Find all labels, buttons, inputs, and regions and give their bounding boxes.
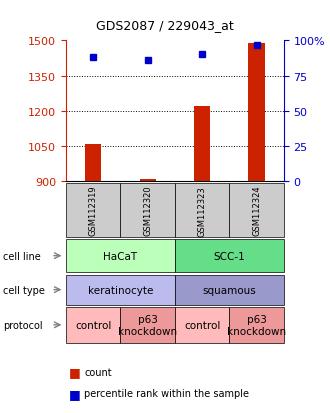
Bar bbox=[194, 107, 210, 182]
Text: control: control bbox=[184, 320, 220, 330]
Bar bbox=[248, 44, 265, 182]
Text: HaCaT: HaCaT bbox=[103, 251, 138, 261]
Text: GSM112323: GSM112323 bbox=[198, 185, 207, 236]
Text: ■: ■ bbox=[69, 365, 81, 378]
Text: cell type: cell type bbox=[3, 285, 45, 295]
Text: p63
knockdown: p63 knockdown bbox=[227, 314, 286, 336]
Text: cell line: cell line bbox=[3, 251, 41, 261]
Text: GDS2087 / 229043_at: GDS2087 / 229043_at bbox=[96, 19, 234, 31]
Text: count: count bbox=[84, 367, 112, 377]
Text: GSM112319: GSM112319 bbox=[89, 185, 98, 236]
Text: percentile rank within the sample: percentile rank within the sample bbox=[84, 388, 249, 398]
Text: keratinocyte: keratinocyte bbox=[88, 285, 153, 295]
Text: SCC-1: SCC-1 bbox=[214, 251, 245, 261]
Text: protocol: protocol bbox=[3, 320, 43, 330]
Text: squamous: squamous bbox=[203, 285, 256, 295]
Bar bbox=[140, 179, 156, 182]
Text: GSM112324: GSM112324 bbox=[252, 185, 261, 236]
Text: GSM112320: GSM112320 bbox=[143, 185, 152, 236]
Text: control: control bbox=[75, 320, 112, 330]
Bar bbox=[85, 144, 101, 182]
Text: ■: ■ bbox=[69, 387, 81, 400]
Text: p63
knockdown: p63 knockdown bbox=[118, 314, 177, 336]
